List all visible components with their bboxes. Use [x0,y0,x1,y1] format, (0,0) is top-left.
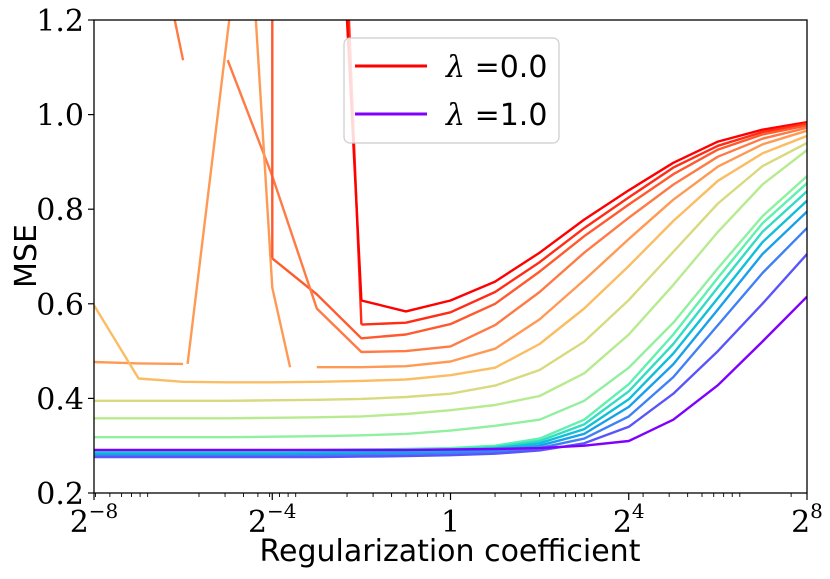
series-layer [94,20,807,459]
ticks-layer: 0.20.40.60.81.01.22−8 2−4 1 24 28 [36,4,823,540]
series-line-2 [271,124,807,340]
y-tick-label: 0.6 [36,288,84,323]
series-line-11 [94,199,807,455]
y-tick-label: 0.4 [36,382,84,417]
legend-value: 1.0 [500,98,548,133]
legend-label: λ =0.0 [445,50,547,85]
legend-symbol: λ [445,98,475,133]
x-tick-exponent: −4 [267,499,296,523]
x-tick-label: 2−8 [70,499,119,540]
x-tick-exponent: 8 [810,499,823,523]
legend-equals: = [475,98,500,133]
series-line-1 [361,122,807,326]
series-line-6 [94,141,807,402]
series-line-3 [226,59,807,354]
series-line-15 [94,295,807,452]
series-segment-1 [254,20,292,368]
x-tick-exponent: −8 [89,499,118,523]
x-tick-label: 1 [441,505,460,540]
series-line-0 [361,121,807,313]
legend-box [343,37,560,144]
series-line-4 [94,129,807,369]
y-tick-label: 0.2 [36,477,84,512]
x-axis-title: Regularization coefficient [260,534,641,569]
y-tick-label: 0.8 [36,193,84,228]
x-tick-label: 2−4 [248,499,297,540]
y-axis-title: MSE [9,224,44,288]
series-line-5 [94,134,807,384]
legend-value: 0.0 [500,50,548,85]
y-tick-label: 1.2 [36,4,84,39]
legend: λ =0.0λ =1.0 [343,37,560,144]
x-tick-label: 28 [791,499,823,540]
series-segment-0 [186,20,231,365]
series-line-8 [94,175,807,439]
series-line-7 [94,149,807,420]
series-line-14 [94,253,807,459]
legend-symbol: λ [445,50,475,85]
series-segment-2 [173,20,185,61]
series-line-12 [94,210,807,456]
legend-label: λ =1.0 [445,98,547,133]
y-tick-label: 1.0 [36,99,84,134]
legend-equals: = [475,50,500,85]
x-tick-exponent: 4 [632,499,645,523]
